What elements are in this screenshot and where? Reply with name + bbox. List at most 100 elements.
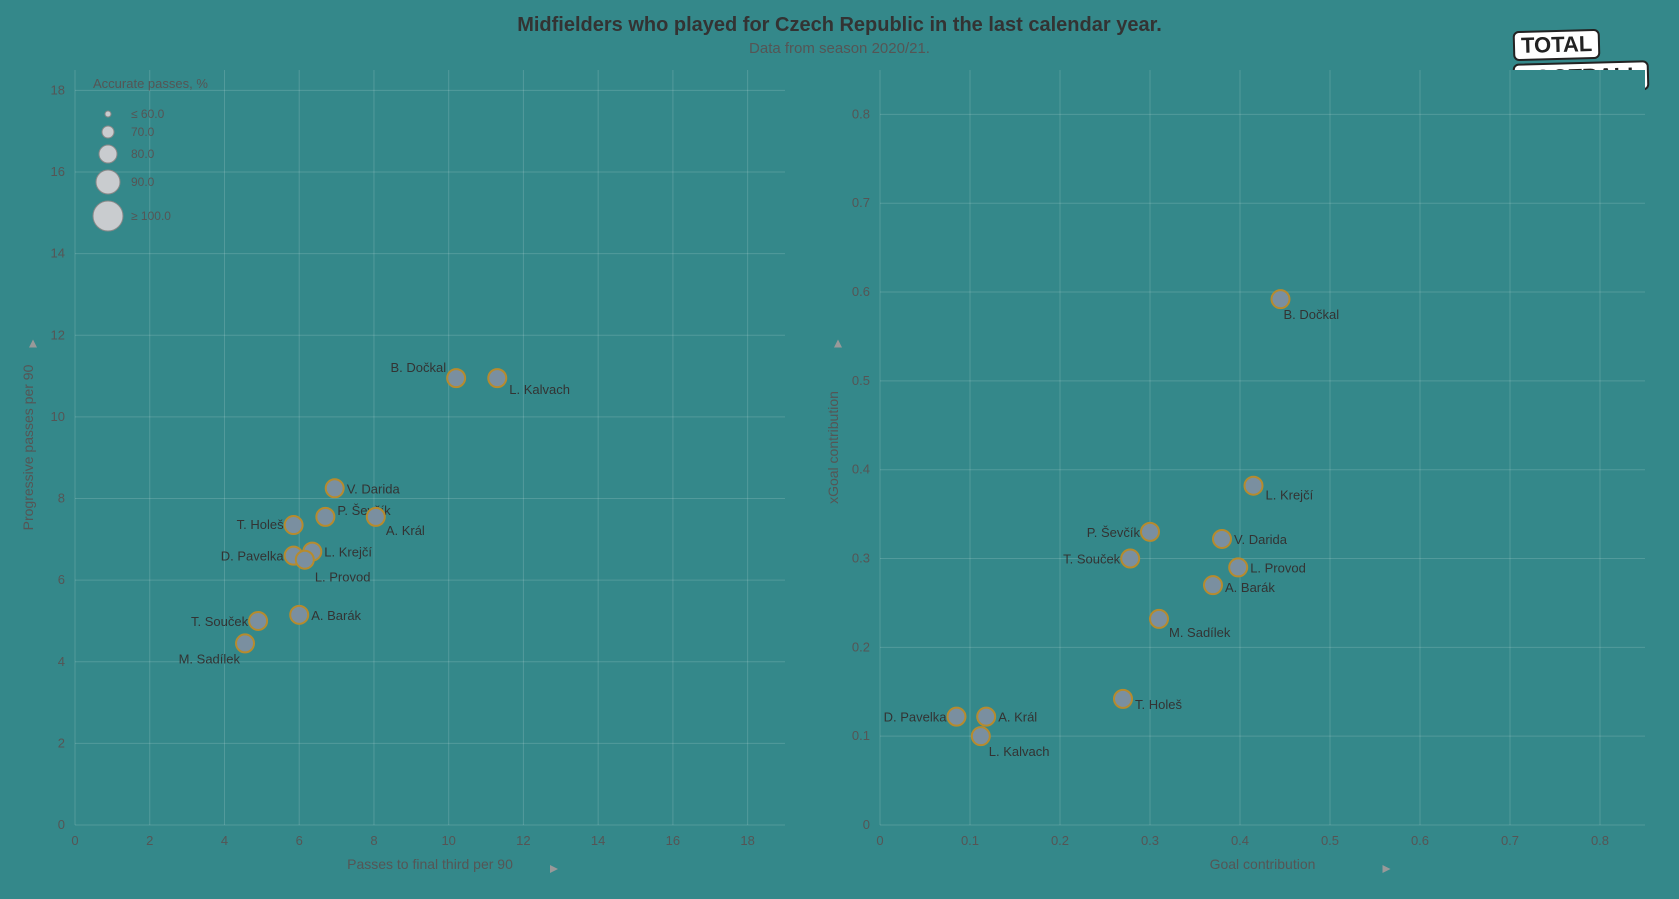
svg-text:18: 18 (51, 82, 65, 97)
svg-text:0: 0 (876, 833, 883, 848)
data-point[interactable] (977, 708, 995, 726)
svg-text:4: 4 (58, 654, 65, 669)
data-point[interactable] (236, 634, 254, 652)
data-point-label: A. Barák (1225, 580, 1275, 595)
svg-text:0: 0 (71, 833, 78, 848)
data-point-label: D. Pavelka (884, 710, 948, 725)
svg-text:0.1: 0.1 (852, 728, 870, 743)
svg-text:0: 0 (863, 817, 870, 832)
svg-text:0.8: 0.8 (1591, 833, 1609, 848)
data-point[interactable] (1213, 530, 1231, 548)
data-point-label: B. Dočkal (1284, 307, 1340, 322)
svg-text:4: 4 (221, 833, 228, 848)
data-point-label: L. Kalvach (509, 382, 570, 397)
svg-text:0.7: 0.7 (852, 195, 870, 210)
x-axis-label: Passes to final third per 90 (347, 856, 513, 872)
svg-text:12: 12 (51, 327, 65, 342)
data-point-label: L. Provod (1250, 560, 1306, 575)
svg-text:0.6: 0.6 (1411, 833, 1429, 848)
data-point[interactable] (285, 516, 303, 534)
svg-text:8: 8 (58, 491, 65, 506)
data-point-label: T. Holeš (237, 517, 284, 532)
svg-text:0.1: 0.1 (961, 833, 979, 848)
data-point-label: L. Kalvach (989, 744, 1050, 759)
data-point[interactable] (1245, 477, 1263, 495)
data-point[interactable] (1141, 523, 1159, 541)
data-point[interactable] (1114, 690, 1132, 708)
y-axis-label: Progressive passes per 90 (20, 364, 36, 530)
data-point-label: L. Provod (315, 570, 371, 585)
svg-text:0.7: 0.7 (1501, 833, 1519, 848)
svg-text:0.2: 0.2 (852, 639, 870, 654)
data-point-label: B. Dočkal (391, 360, 447, 375)
legend-swatch (99, 145, 117, 163)
data-point-label: A. Barák (311, 608, 361, 623)
data-point-label: L. Krejčí (1266, 488, 1314, 503)
svg-text:8: 8 (370, 833, 377, 848)
data-point[interactable] (326, 479, 344, 497)
svg-text:0.5: 0.5 (852, 373, 870, 388)
data-point-label: T. Souček (191, 614, 249, 629)
svg-text:0: 0 (58, 817, 65, 832)
data-point[interactable] (948, 708, 966, 726)
data-point[interactable] (488, 369, 506, 387)
svg-text:2: 2 (146, 833, 153, 848)
svg-text:0.2: 0.2 (1051, 833, 1069, 848)
chart-stage: Midfielders who played for Czech Republi… (0, 0, 1679, 899)
data-point-label: T. Holeš (1135, 697, 1182, 712)
right-scatter-chart: 0 0.1 0.2 0.3 0.4 0.5 0.6 0.7 0.8 0 0.1 0.2 0.3 0.4 0.… (820, 60, 1665, 880)
data-point[interactable] (1121, 550, 1139, 568)
svg-text:12: 12 (516, 833, 530, 848)
svg-text:16: 16 (666, 833, 680, 848)
svg-text:2: 2 (58, 735, 65, 750)
data-point-label: M. Sadílek (179, 651, 241, 666)
svg-text:10: 10 (441, 833, 455, 848)
left-scatter-chart: 024681012141618024681012141618Passes to … (15, 60, 805, 880)
svg-text:0.4: 0.4 (852, 462, 870, 477)
data-point[interactable] (296, 551, 314, 569)
svg-text:0.3: 0.3 (852, 551, 870, 566)
data-point-label: P. Ševčík (1087, 525, 1141, 540)
data-point[interactable] (1204, 576, 1222, 594)
legend-swatch (105, 111, 111, 117)
svg-text:0.8: 0.8 (852, 106, 870, 121)
svg-text:6: 6 (296, 833, 303, 848)
svg-text:18: 18 (740, 833, 754, 848)
svg-text:0.6: 0.6 (852, 284, 870, 299)
data-point[interactable] (1150, 610, 1168, 628)
data-point-label: D. Pavelka (221, 549, 285, 564)
data-point[interactable] (367, 508, 385, 526)
chart-title: Midfielders who played for Czech Republi… (0, 14, 1679, 37)
data-point[interactable] (290, 606, 308, 624)
data-point[interactable] (1229, 558, 1247, 576)
legend-label: ≥ 100.0 (131, 209, 171, 223)
data-point-label: A. Král (998, 710, 1037, 725)
svg-text:16: 16 (51, 164, 65, 179)
data-point[interactable] (316, 508, 334, 526)
data-point[interactable] (972, 727, 990, 745)
legend-label: 70.0 (131, 125, 155, 139)
svg-text:0.5: 0.5 (1321, 833, 1339, 848)
data-point-label: A. Král (386, 523, 425, 538)
data-point[interactable] (1272, 290, 1290, 308)
data-point-label: V. Darida (1234, 532, 1288, 547)
legend-swatch (93, 201, 123, 231)
svg-text:14: 14 (51, 246, 65, 261)
legend-swatch (102, 126, 114, 138)
svg-text:0.3: 0.3 (1141, 833, 1159, 848)
data-point[interactable] (249, 612, 267, 630)
y-axis-label: xGoal contribution (825, 391, 841, 504)
svg-text:10: 10 (51, 409, 65, 424)
legend-label: ≤ 60.0 (131, 107, 165, 121)
data-point[interactable] (447, 369, 465, 387)
data-point-label: V. Darida (347, 481, 401, 496)
legend-swatch (96, 170, 120, 194)
logo-line1: TOTAL (1513, 29, 1601, 61)
svg-text:0.4: 0.4 (1231, 833, 1249, 848)
data-point-label: L. Krejčí (324, 545, 372, 560)
x-axis-label: Goal contribution (1210, 856, 1316, 872)
chart-subtitle: Data from season 2020/21. (0, 40, 1679, 57)
data-point-label: M. Sadílek (1169, 625, 1231, 640)
svg-text:6: 6 (58, 572, 65, 587)
legend-label: 90.0 (131, 175, 155, 189)
